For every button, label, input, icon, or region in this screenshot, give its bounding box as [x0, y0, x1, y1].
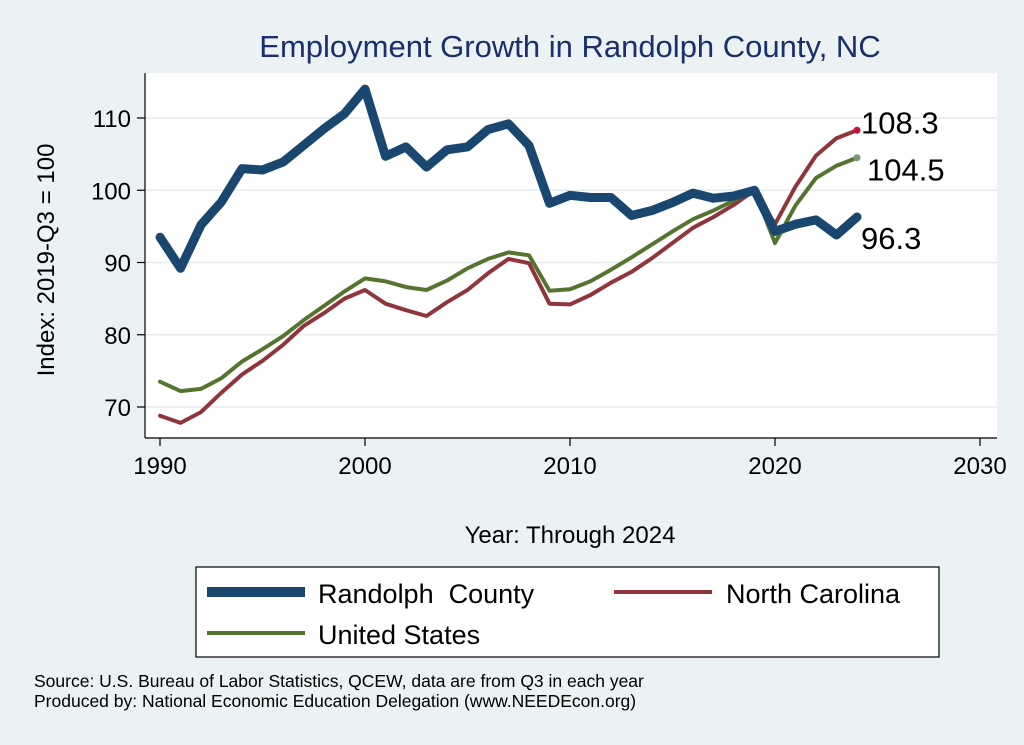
series-line-randolph-county — [155, 84, 862, 273]
y-axis-label: Index: 2019-Q3 = 100 — [33, 144, 60, 377]
chart-title: Employment Growth in Randolph County, NC — [259, 29, 880, 64]
plot-area — [145, 73, 997, 438]
legend-box — [195, 566, 940, 658]
end-marker-north-carolina — [853, 126, 861, 134]
end-value-labels: 96.3 108.3 104.5 — [861, 105, 945, 256]
x-tick-label-2010: 2010 — [543, 453, 596, 480]
end-label-randolph-county: 96.3 — [861, 221, 921, 256]
y-tick-label-70: 70 — [104, 395, 131, 422]
legend-label-united-states: United States — [318, 620, 480, 650]
y-tick-label-90: 90 — [104, 251, 131, 278]
legend-label-north-carolina: North Carolina — [726, 579, 901, 609]
y-tick-label-80: 80 — [104, 323, 131, 350]
x-tick-label-2030: 2030 — [953, 453, 1006, 480]
produced-by-line: Produced by: National Economic Education… — [34, 691, 637, 711]
x-tick-label-2000: 2000 — [338, 453, 391, 480]
end-label-north-carolina: 108.3 — [861, 105, 939, 140]
axis-ticks: 70 80 90 100 110 1990 2000 2010 2020 2030 — [91, 106, 1007, 480]
legend: Randolph County North Carolina United St… — [195, 566, 940, 658]
x-axis-label: Year: Through 2024 — [465, 522, 676, 549]
x-tick-label-2020: 2020 — [748, 453, 801, 480]
axes — [144, 73, 997, 439]
source-line: Source: U.S. Bureau of Labor Statistics,… — [34, 671, 644, 691]
y-tick-label-100: 100 — [91, 178, 131, 205]
source-notes: Source: U.S. Bureau of Labor Statistics,… — [34, 671, 644, 711]
legend-label-randolph: Randolph County — [318, 579, 535, 609]
series-line-north-carolina — [158, 128, 859, 425]
end-label-united-states: 104.5 — [867, 153, 945, 188]
y-tick-label-110: 110 — [93, 106, 131, 133]
x-tick-label-1990: 1990 — [133, 453, 186, 480]
data-series — [155, 84, 862, 425]
end-marker-united-states — [853, 154, 861, 162]
